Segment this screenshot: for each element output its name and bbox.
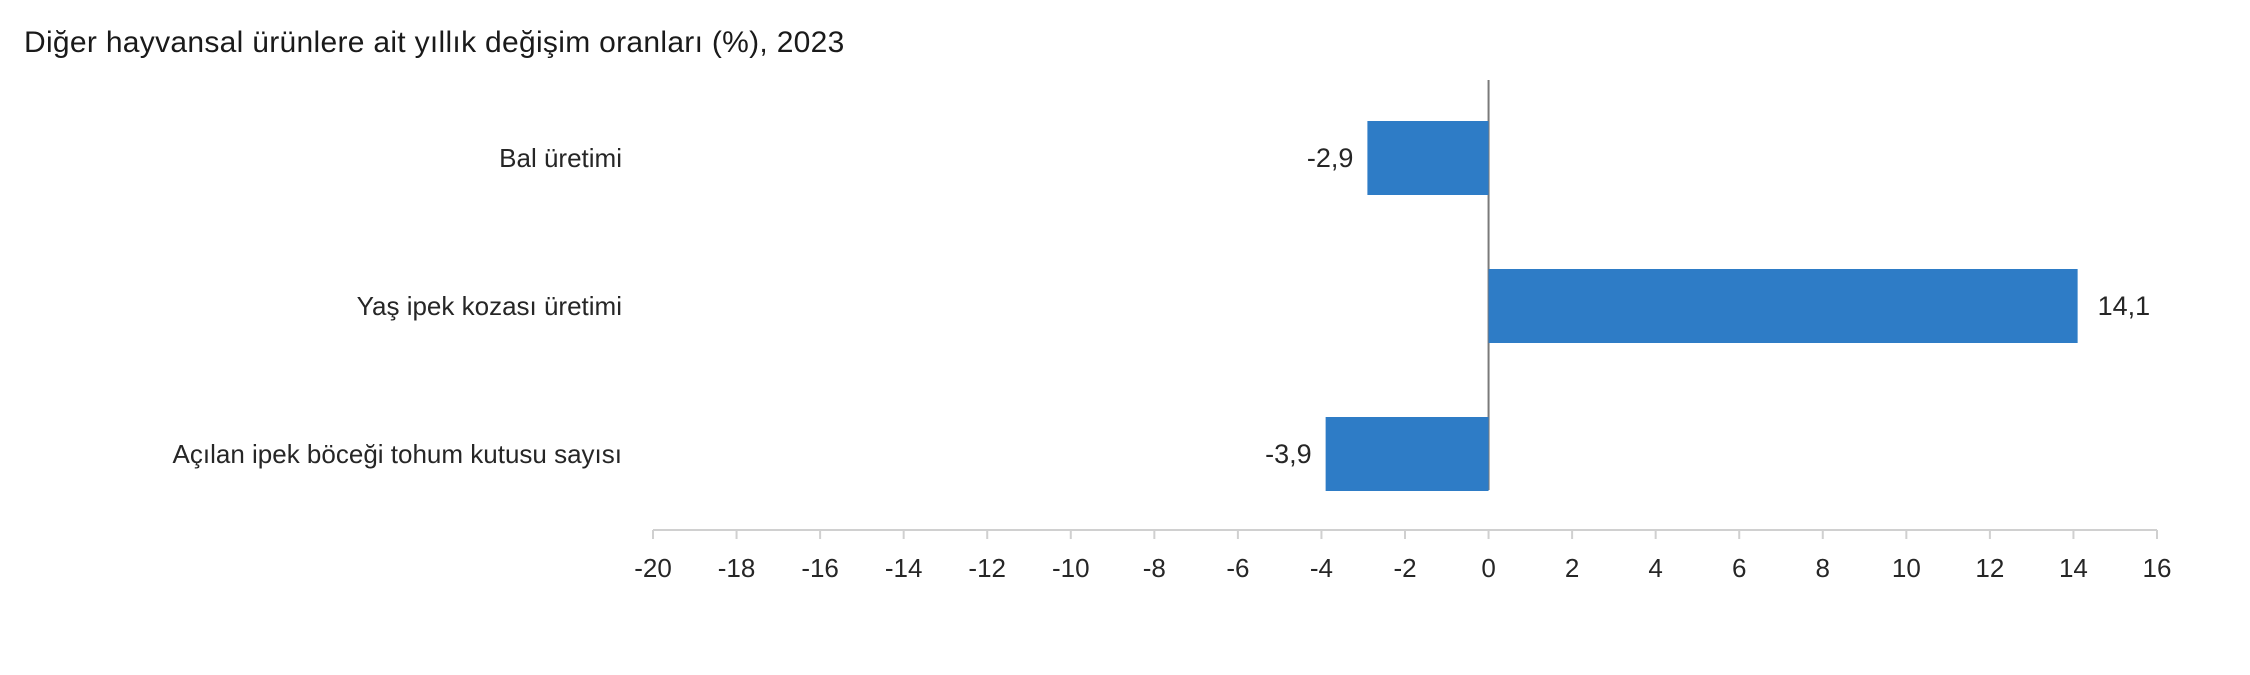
bar <box>1488 269 2078 343</box>
x-tick-label: -12 <box>968 553 1006 583</box>
x-tick-label: 16 <box>2143 553 2172 583</box>
x-tick-label: 2 <box>1565 553 1579 583</box>
x-tick-label: -10 <box>1052 553 1090 583</box>
x-tick-label: -2 <box>1393 553 1416 583</box>
x-tick-label: 0 <box>1481 553 1495 583</box>
x-tick-label: 10 <box>1892 553 1921 583</box>
data-label: -3,9 <box>1265 439 1312 469</box>
chart-title: Diğer hayvansal ürünlere ait yıllık deği… <box>24 26 845 59</box>
x-tick-label: -16 <box>801 553 839 583</box>
x-tick-label: -8 <box>1143 553 1166 583</box>
x-tick-label: -14 <box>885 553 923 583</box>
x-tick-label: 12 <box>1975 553 2004 583</box>
x-tick-label: -20 <box>634 553 672 583</box>
x-tick-label: 8 <box>1816 553 1830 583</box>
x-tick-label: -6 <box>1226 553 1249 583</box>
x-tick-label: 14 <box>2059 553 2088 583</box>
x-tick-label: -18 <box>718 553 756 583</box>
category-label: Yaş ipek kozası üretimi <box>357 291 622 321</box>
category-label: Bal üretimi <box>499 143 622 173</box>
data-label: 14,1 <box>2098 291 2151 321</box>
category-label: Açılan ipek böceği tohum kutusu sayısı <box>173 439 622 469</box>
x-tick-label: -4 <box>1310 553 1333 583</box>
x-tick-label: 4 <box>1648 553 1662 583</box>
data-label: -2,9 <box>1307 143 1354 173</box>
x-tick-label: 6 <box>1732 553 1746 583</box>
bar <box>1367 121 1489 195</box>
bar <box>1325 417 1489 491</box>
